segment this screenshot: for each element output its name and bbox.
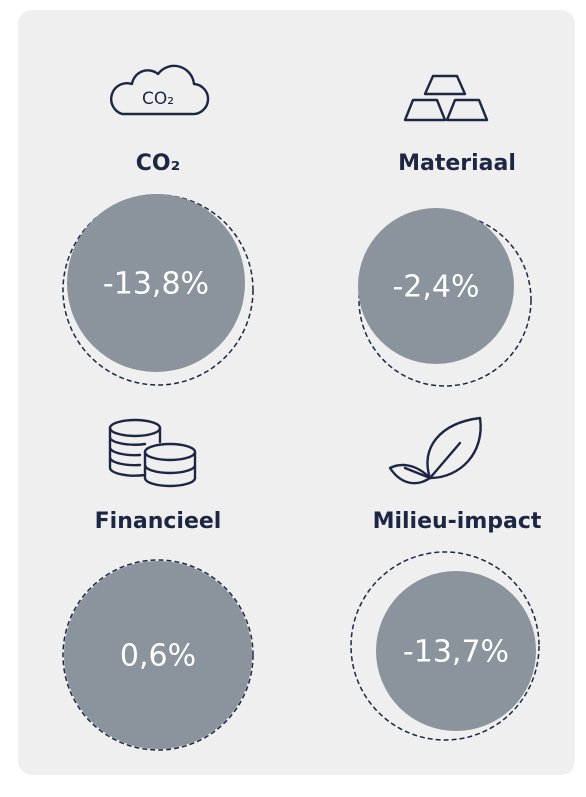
item-label: Materiaal: [398, 151, 516, 176]
dashed-ring: [62, 559, 254, 751]
value-circle: [358, 208, 514, 364]
icon-text: CO₂: [142, 89, 174, 109]
dashed-ring: [350, 551, 540, 741]
item-value: -13,7%: [403, 635, 509, 670]
item-value: -2,4%: [392, 270, 479, 305]
co2-icon: [109, 64, 210, 116]
coins-icon: [108, 418, 197, 488]
value-circle: [67, 194, 245, 372]
item-value: -13,8%: [103, 267, 209, 302]
item-value: 0,6%: [120, 639, 196, 674]
item-label: Milieu-impact: [373, 509, 542, 534]
item-label: Financieel: [95, 509, 222, 534]
dashed-ring: [62, 194, 254, 386]
value-circle: [64, 561, 252, 749]
value-circle: [376, 571, 536, 731]
leaf-icon: [388, 416, 482, 485]
material-icon: [403, 74, 489, 122]
item-label: CO₂: [136, 151, 180, 176]
